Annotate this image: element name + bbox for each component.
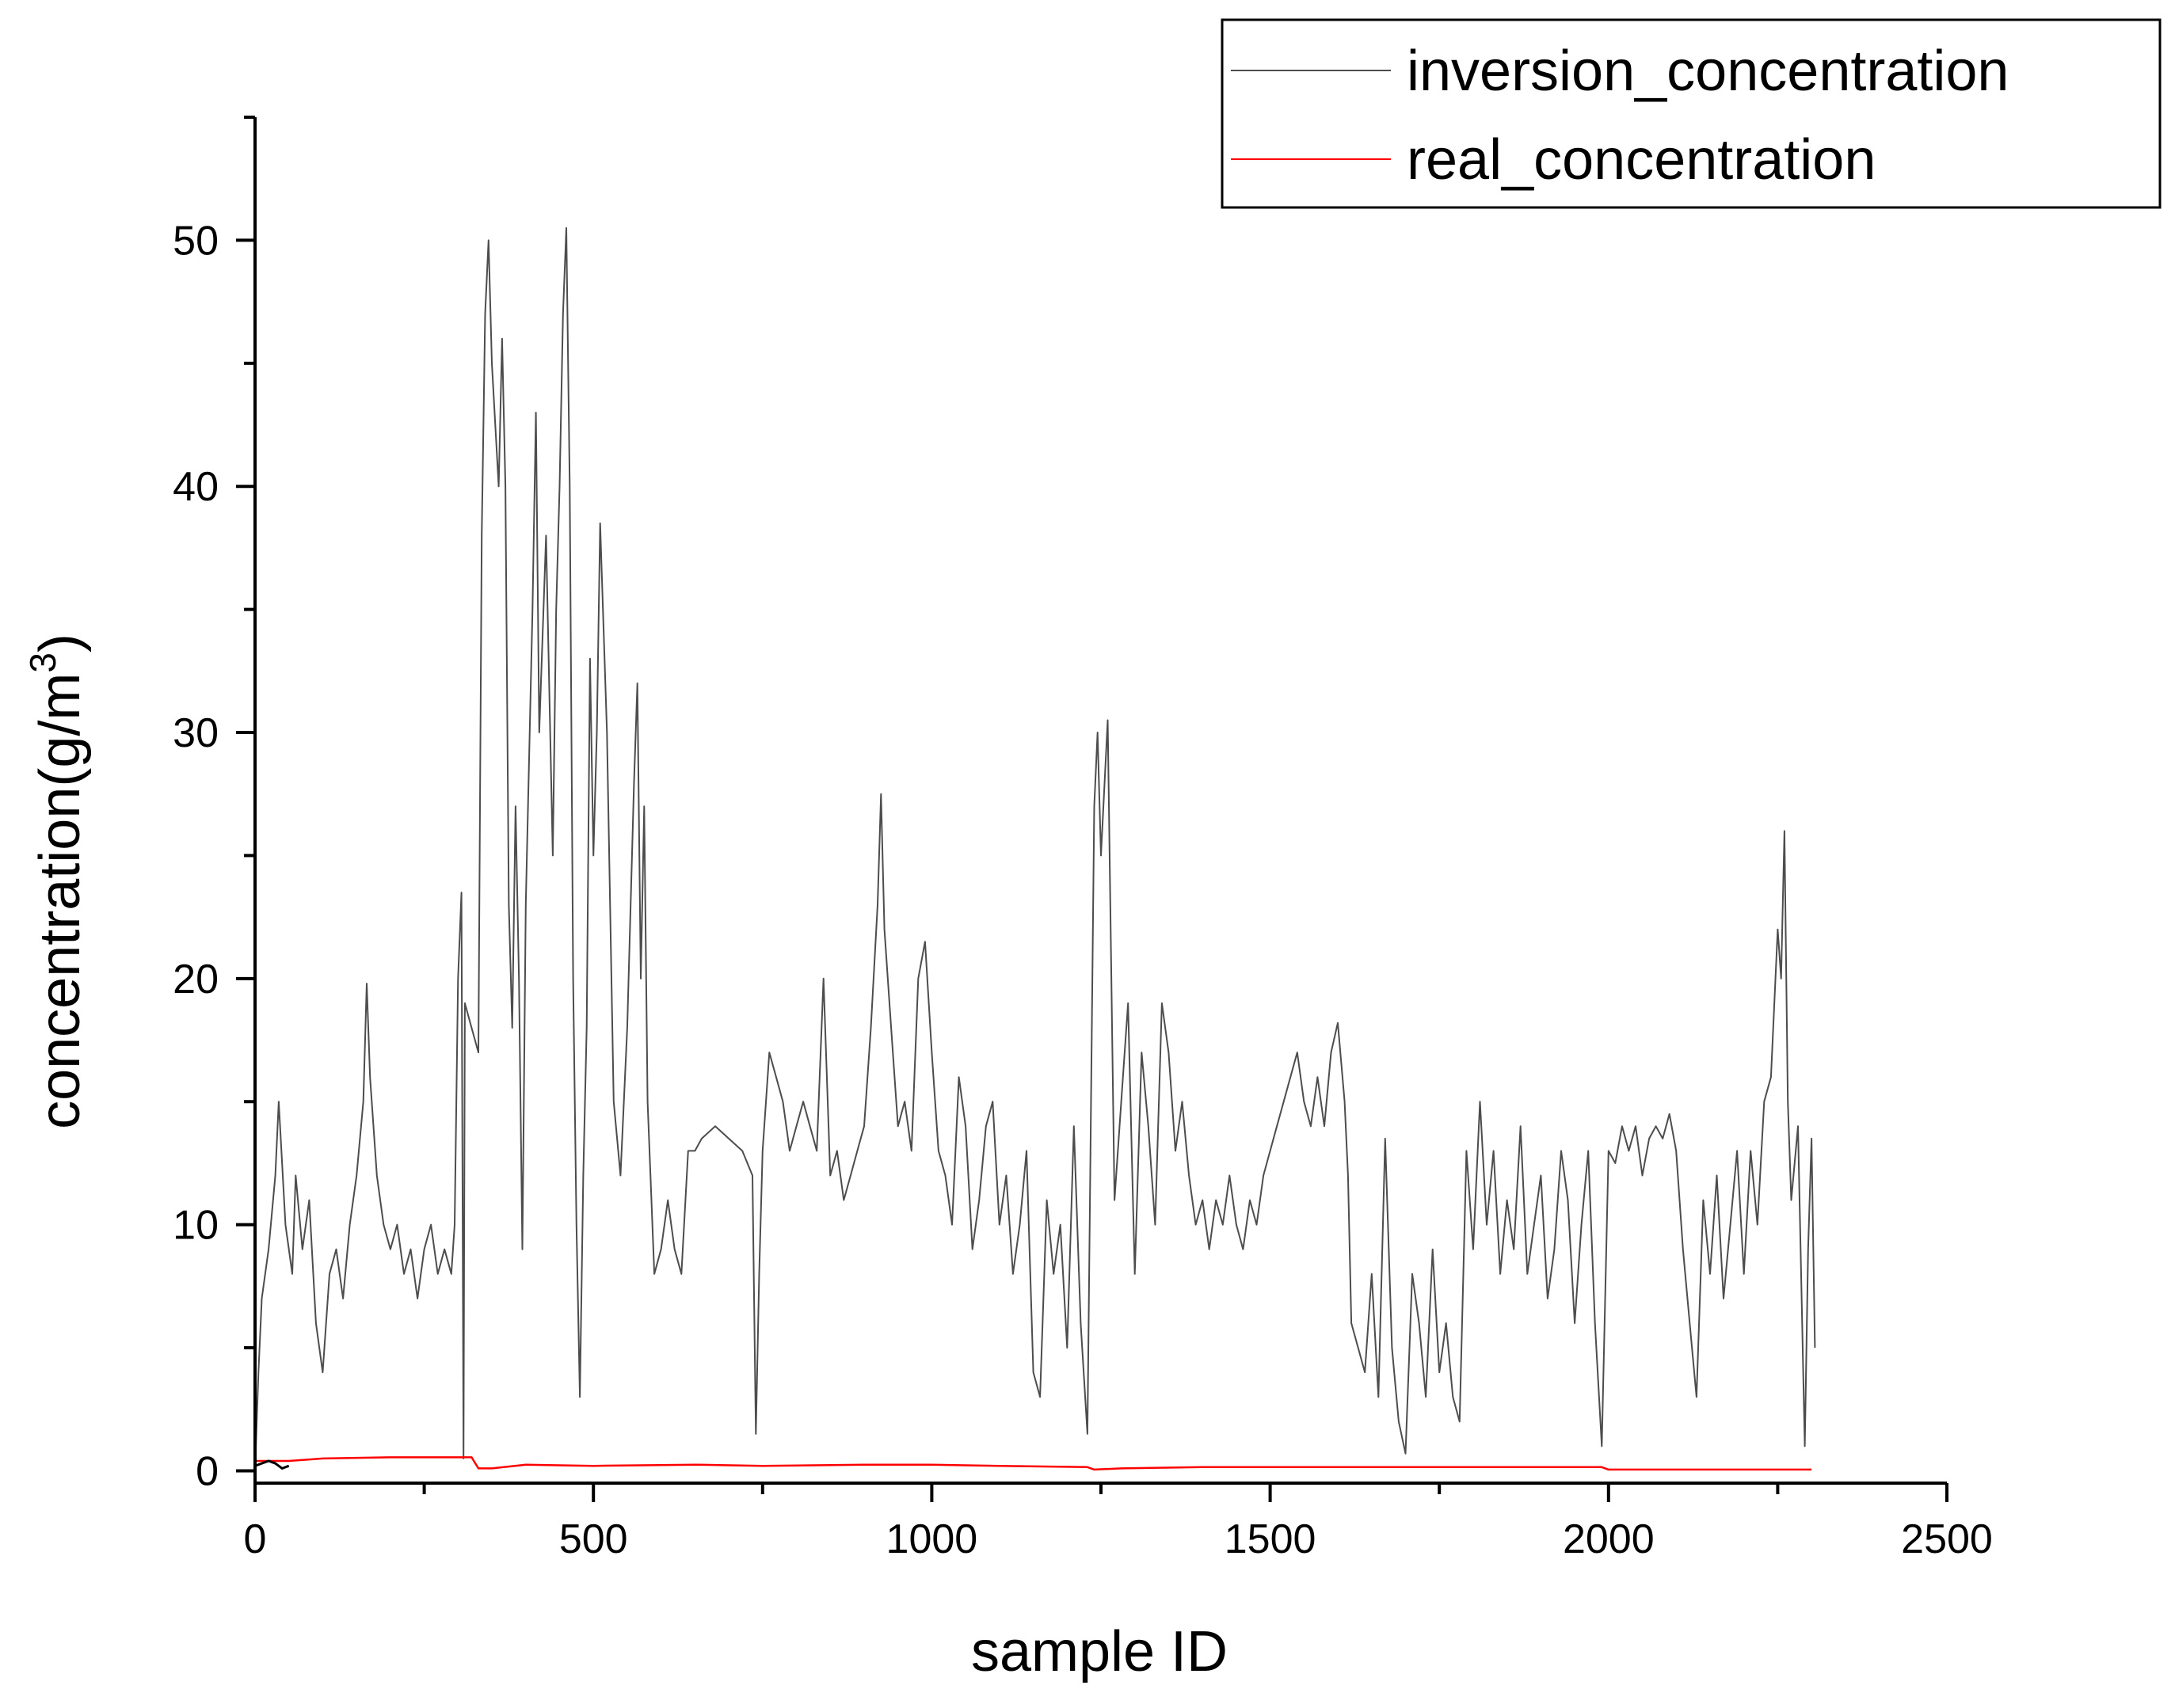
- y-tick-label: 30: [173, 710, 219, 756]
- y-tick-label: 10: [173, 1203, 219, 1249]
- x-axis-title: sample ID: [971, 1620, 1228, 1683]
- x-tick-label: 500: [559, 1516, 628, 1562]
- y-axis-title-superscript: 3: [22, 652, 63, 673]
- y-tick-label: 40: [173, 464, 219, 510]
- x-ticks: 0 500 1000 1500 2000 2500: [244, 1483, 1993, 1562]
- legend-label-real: real_concentration: [1407, 128, 1876, 192]
- axes: [253, 117, 1947, 1485]
- y-tick-label: 50: [173, 218, 219, 264]
- y-tick-label: 20: [173, 957, 219, 1002]
- y-axis-title-main: concentration(g/m: [29, 673, 92, 1129]
- y-ticks: 0 10 20 30 40 50: [173, 116, 255, 1494]
- y-axis-title: concentration(g/m3): [22, 633, 92, 1129]
- series-line-origin-segment: [254, 1459, 290, 1470]
- x-tick-label: 0: [244, 1516, 267, 1562]
- series-line-inversion-concentration: [254, 226, 1816, 1471]
- legend: inversion_concentration real_concentrati…: [1221, 18, 2162, 209]
- y-axis-title-close: ): [29, 633, 92, 652]
- y-tick-label: 0: [196, 1448, 219, 1494]
- x-tick-label: 1000: [886, 1516, 978, 1562]
- legend-label-inversion: inversion_concentration: [1407, 40, 2009, 103]
- series-line-real-concentration: [255, 1456, 1812, 1471]
- plot-area: [254, 226, 1816, 1471]
- legend-box: [1221, 18, 2162, 209]
- x-tick-label: 1500: [1225, 1516, 1316, 1562]
- x-tick-label: 2500: [1901, 1516, 1993, 1562]
- x-tick-label: 2000: [1563, 1516, 1655, 1562]
